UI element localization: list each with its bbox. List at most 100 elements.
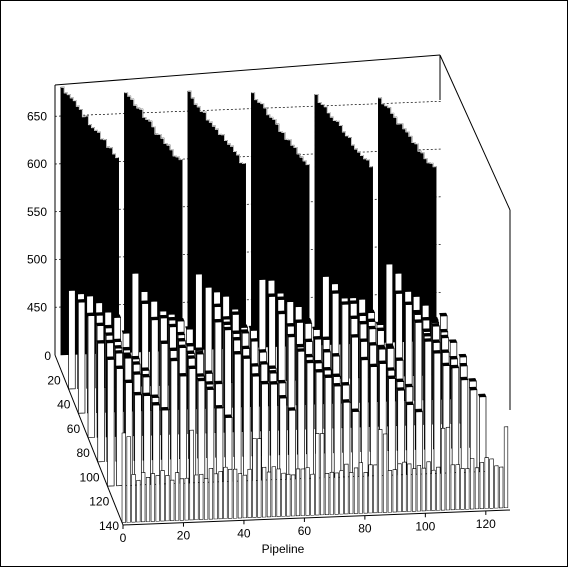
front-bar (378, 429, 383, 513)
front-bar (310, 473, 315, 516)
front-bar (223, 466, 228, 519)
data-bar (169, 357, 178, 485)
data-bar (296, 348, 305, 480)
front-bar (474, 467, 480, 510)
front-bars-group (121, 426, 509, 523)
ridge-highlight (61, 86, 119, 159)
data-bar (359, 356, 369, 477)
front-bar (358, 462, 363, 514)
front-bar (276, 468, 281, 517)
front-bar (203, 478, 209, 520)
front-bar (155, 475, 160, 522)
front-bar (271, 466, 276, 518)
front-bar (382, 433, 388, 513)
bars-group (60, 86, 487, 487)
front-bar (499, 466, 504, 509)
x-tick-label: 40 (237, 526, 251, 540)
back-right-edge (439, 54, 511, 211)
front-bar (329, 471, 334, 515)
data-bar (223, 414, 233, 482)
data-bar (242, 355, 251, 482)
front-bar (237, 473, 243, 519)
z-tick-labels: 450 500 550 600 650 (27, 109, 47, 314)
front-bar (174, 472, 180, 521)
z-tick-label: 550 (27, 205, 47, 219)
front-bar (121, 432, 126, 523)
front-bar (295, 468, 301, 517)
front-bar (199, 473, 204, 520)
front-bar (494, 465, 499, 509)
plot-box (54, 54, 511, 410)
data-bar (133, 391, 142, 486)
front-bar (141, 472, 146, 523)
front-bar (228, 468, 233, 519)
front-bar (218, 471, 223, 520)
front-bar (145, 476, 151, 522)
front-bar (387, 470, 393, 513)
back-top-edge (54, 54, 441, 86)
x-tick-label: 20 (177, 529, 191, 543)
data-bar (323, 374, 333, 479)
front-bar (455, 464, 460, 510)
data-bar (278, 394, 287, 480)
x-tick-label: 60 (298, 524, 312, 538)
front-bar (465, 468, 470, 510)
data-bar (96, 340, 105, 463)
data-bar (205, 386, 215, 483)
data-bar (350, 408, 360, 478)
front-bar (170, 479, 175, 522)
data-bar (287, 407, 296, 480)
ridge-highlight (378, 97, 436, 168)
y-tick-labels: 0 20 40 60 80 100 120 140 (44, 349, 119, 533)
front-bar (339, 470, 344, 515)
x-tick-labels: 0 20 40 60 80 100 120 (120, 510, 496, 545)
ridge-highlight (124, 92, 182, 161)
x-axis-label: Pipeline (262, 542, 305, 556)
front-bar (353, 467, 359, 514)
y-tick-label: 140 (99, 519, 119, 533)
front-bar (179, 478, 185, 521)
front-bar (460, 467, 465, 510)
front-bar (160, 470, 165, 522)
front-bar (503, 426, 509, 509)
data-bar (106, 356, 115, 487)
y-tick-label: 60 (67, 422, 81, 436)
z-gridline (54, 148, 443, 165)
data-bar (387, 375, 396, 476)
data-bar (214, 404, 224, 483)
front-bar (286, 473, 291, 517)
front-bar (397, 463, 402, 513)
front-bar (315, 433, 320, 516)
front-bar (479, 462, 484, 510)
axes-group (54, 354, 511, 526)
data-bar (332, 382, 342, 478)
z-gridline (54, 291, 443, 308)
front-bar (131, 473, 136, 523)
front-bar (324, 473, 330, 516)
front-bar (363, 472, 368, 514)
front-bar (445, 426, 451, 511)
data-bar (76, 299, 86, 414)
front-bar (334, 472, 339, 515)
data-bar (142, 392, 151, 486)
data-bar (432, 350, 442, 474)
front-bar (252, 438, 257, 518)
data-bar (450, 364, 460, 474)
front-bar (232, 468, 238, 519)
x-axis-line (122, 509, 511, 526)
y-tick-label: 80 (76, 446, 90, 460)
ridge-highlight (188, 90, 246, 164)
data-bar (459, 376, 469, 473)
y-tick-label: 40 (57, 398, 71, 412)
front-bar (392, 469, 397, 513)
front-bar (411, 468, 417, 512)
z-tick-label: 600 (27, 157, 47, 171)
data-bar (369, 363, 378, 477)
data-bar (468, 386, 478, 473)
y-tick-label: 20 (47, 373, 61, 387)
z-tick-label: 650 (27, 109, 47, 123)
front-bar (194, 474, 199, 521)
front-bar (484, 457, 489, 509)
x-tick-label: 120 (476, 517, 496, 531)
front-bar (184, 477, 189, 521)
